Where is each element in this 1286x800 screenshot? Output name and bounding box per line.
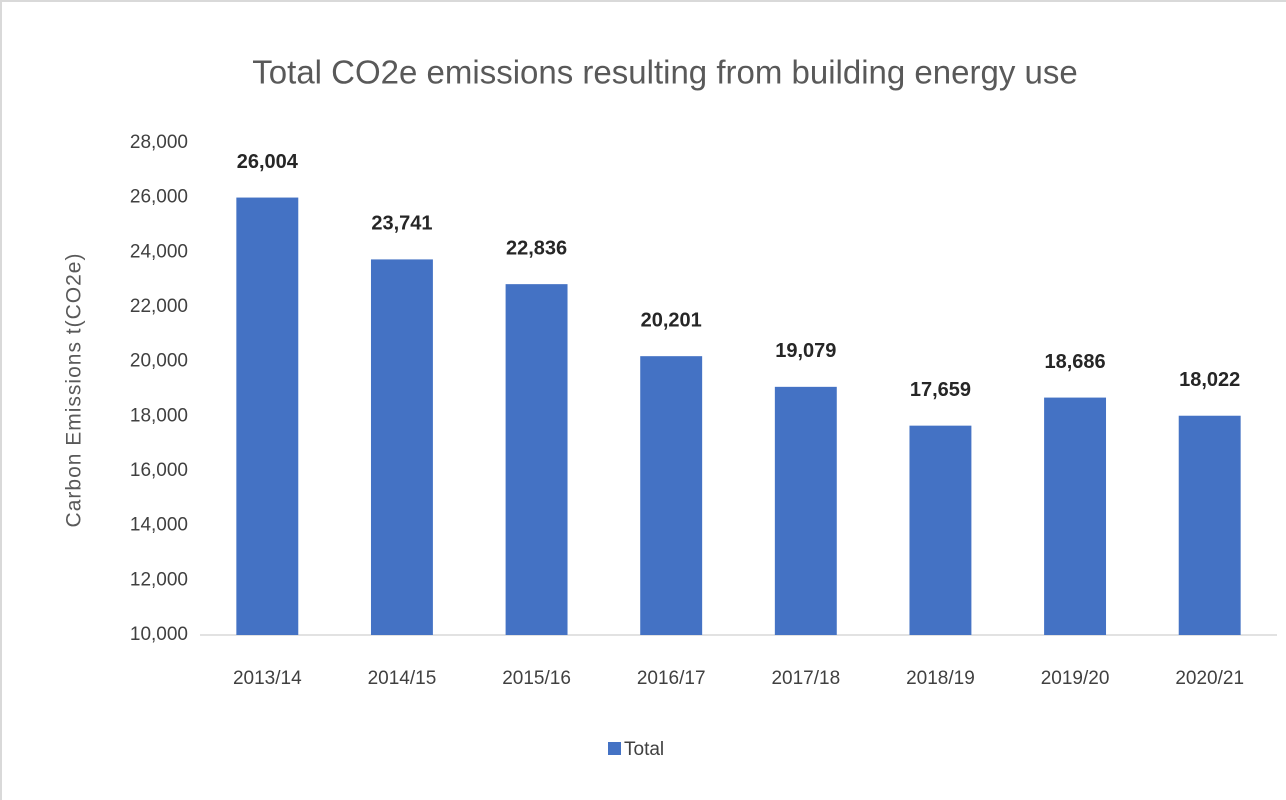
chart-title: Total CO2e emissions resulting from buil… xyxy=(252,54,1077,91)
data-label: 18,022 xyxy=(1179,369,1240,391)
data-label: 22,836 xyxy=(506,237,567,259)
bar xyxy=(909,425,972,635)
data-label: 17,659 xyxy=(910,379,971,401)
x-tick-label: 2020/21 xyxy=(1175,668,1244,689)
y-tick-label: 28,000 xyxy=(130,132,188,153)
y-tick-label: 26,000 xyxy=(130,187,188,208)
x-tick-label: 2019/20 xyxy=(1041,668,1110,689)
y-tick-label: 14,000 xyxy=(130,515,188,536)
y-tick-label: 12,000 xyxy=(130,569,188,590)
data-label: 23,741 xyxy=(371,213,432,235)
y-tick-label: 18,000 xyxy=(130,405,188,426)
x-tick-label: 2013/14 xyxy=(233,668,302,689)
x-tick-label: 2015/16 xyxy=(502,668,571,689)
legend-label: Total xyxy=(624,739,664,760)
bar xyxy=(505,284,568,635)
bar xyxy=(774,386,837,635)
y-tick-label: 20,000 xyxy=(130,351,188,372)
bar xyxy=(236,197,299,636)
x-tick-label: 2017/18 xyxy=(771,668,840,689)
x-tick-label: 2016/17 xyxy=(637,668,706,689)
y-axis-label: Carbon Emissions t(CO2e) xyxy=(63,253,86,528)
y-tick-label: 16,000 xyxy=(130,460,188,481)
bar xyxy=(1044,397,1107,635)
y-tick-label: 22,000 xyxy=(130,296,188,317)
x-tick-label: 2014/15 xyxy=(368,668,437,689)
data-label: 26,004 xyxy=(237,151,299,173)
legend-swatch xyxy=(608,742,621,755)
data-label: 18,686 xyxy=(1044,351,1105,373)
bar xyxy=(370,259,433,635)
bar xyxy=(1178,415,1241,635)
y-tick-label: 24,000 xyxy=(130,241,188,262)
data-label: 19,079 xyxy=(775,340,836,362)
bar xyxy=(640,356,703,635)
data-label: 20,201 xyxy=(641,309,702,331)
x-tick-label: 2018/19 xyxy=(906,668,975,689)
y-tick-label: 10,000 xyxy=(130,624,188,645)
